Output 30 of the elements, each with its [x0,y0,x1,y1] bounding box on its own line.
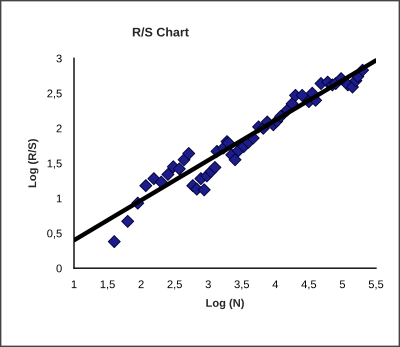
x-tick-label: 4 [272,280,278,288]
point [121,214,134,228]
x-tick-label: 3 [206,280,211,288]
y-tick-label: 3 [56,54,62,62]
point [161,168,174,181]
y-tick-label: 0 [56,264,62,272]
y-tick-label: 2 [56,124,62,132]
point [208,160,222,174]
x-tick-label: 2 [138,280,144,288]
x-tick-label: 4,5 [301,280,316,290]
y-tick-label: 0,5 [47,230,62,239]
chart-title: R/S Chart [132,27,189,37]
x-tick-label: 5 [340,280,346,288]
point [108,235,121,248]
y-tick-label: 1,5 [48,160,62,169]
point [296,88,309,102]
point [198,183,211,196]
x-tick-label: 1 [72,280,77,288]
x-tick-label: 1,5 [100,280,115,290]
point [139,179,152,192]
x-tick-label: 5,5 [368,280,384,290]
x-tick-label: 2,5 [168,280,182,290]
x-axis-title: Log (N) [206,298,244,310]
y-tick-label: 2,5 [47,90,62,99]
y-tick-label: 1 [56,194,62,202]
point [182,146,196,160]
x-tick-label: 3,5 [234,280,250,290]
point [228,153,242,166]
y-axis-title: Log (R/S) [28,139,38,188]
point [172,162,186,176]
